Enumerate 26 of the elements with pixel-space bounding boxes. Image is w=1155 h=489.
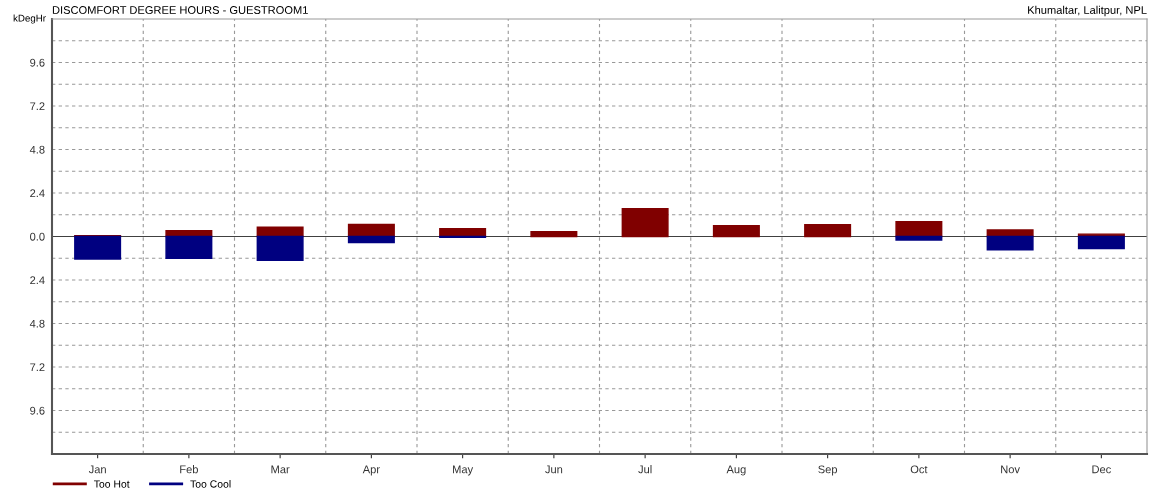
- y-tick-label: 2.4: [30, 276, 45, 285]
- y-tick-label: 4.8: [29, 319, 45, 328]
- x-tick-label: Feb: [180, 465, 198, 474]
- x-tick-label: May: [453, 465, 474, 476]
- y-tick-label: 7.2: [30, 363, 45, 372]
- y-axis-title: kDegHr: [13, 14, 46, 24]
- x-tick-label: Sep: [818, 465, 838, 476]
- x-tick-label: Oct: [910, 465, 928, 474]
- y-tick-label: 9.6: [30, 406, 45, 415]
- y-tick-label: 0.0: [30, 232, 45, 241]
- x-tick-label: Aug: [726, 465, 746, 476]
- x-tick-label: Mar: [271, 465, 290, 474]
- chart-title: DISCOMFORT DEGREE HOURS - GUESTROOM1: [52, 6, 308, 14]
- legend-label: Too Cool: [190, 480, 231, 488]
- y-tick-label: 7.2: [30, 102, 45, 111]
- y-tick-label: 2.4: [30, 189, 45, 198]
- x-tick-label: Jul: [638, 465, 652, 474]
- x-tick-label: Apr: [362, 465, 380, 476]
- x-tick-label: Jun: [545, 465, 563, 474]
- text: Khumaltar, Lalitpur, NPL: [1028, 5, 1147, 17]
- y-tick-label: 4.8: [29, 145, 45, 154]
- x-tick-label: Nov: [1001, 465, 1020, 474]
- legend-label: Too Hot: [93, 480, 130, 488]
- x-tick-label: Jan: [88, 465, 106, 474]
- x-tick-label: Dec: [1092, 465, 1111, 474]
- y-tick-label: 9.6: [30, 58, 45, 67]
